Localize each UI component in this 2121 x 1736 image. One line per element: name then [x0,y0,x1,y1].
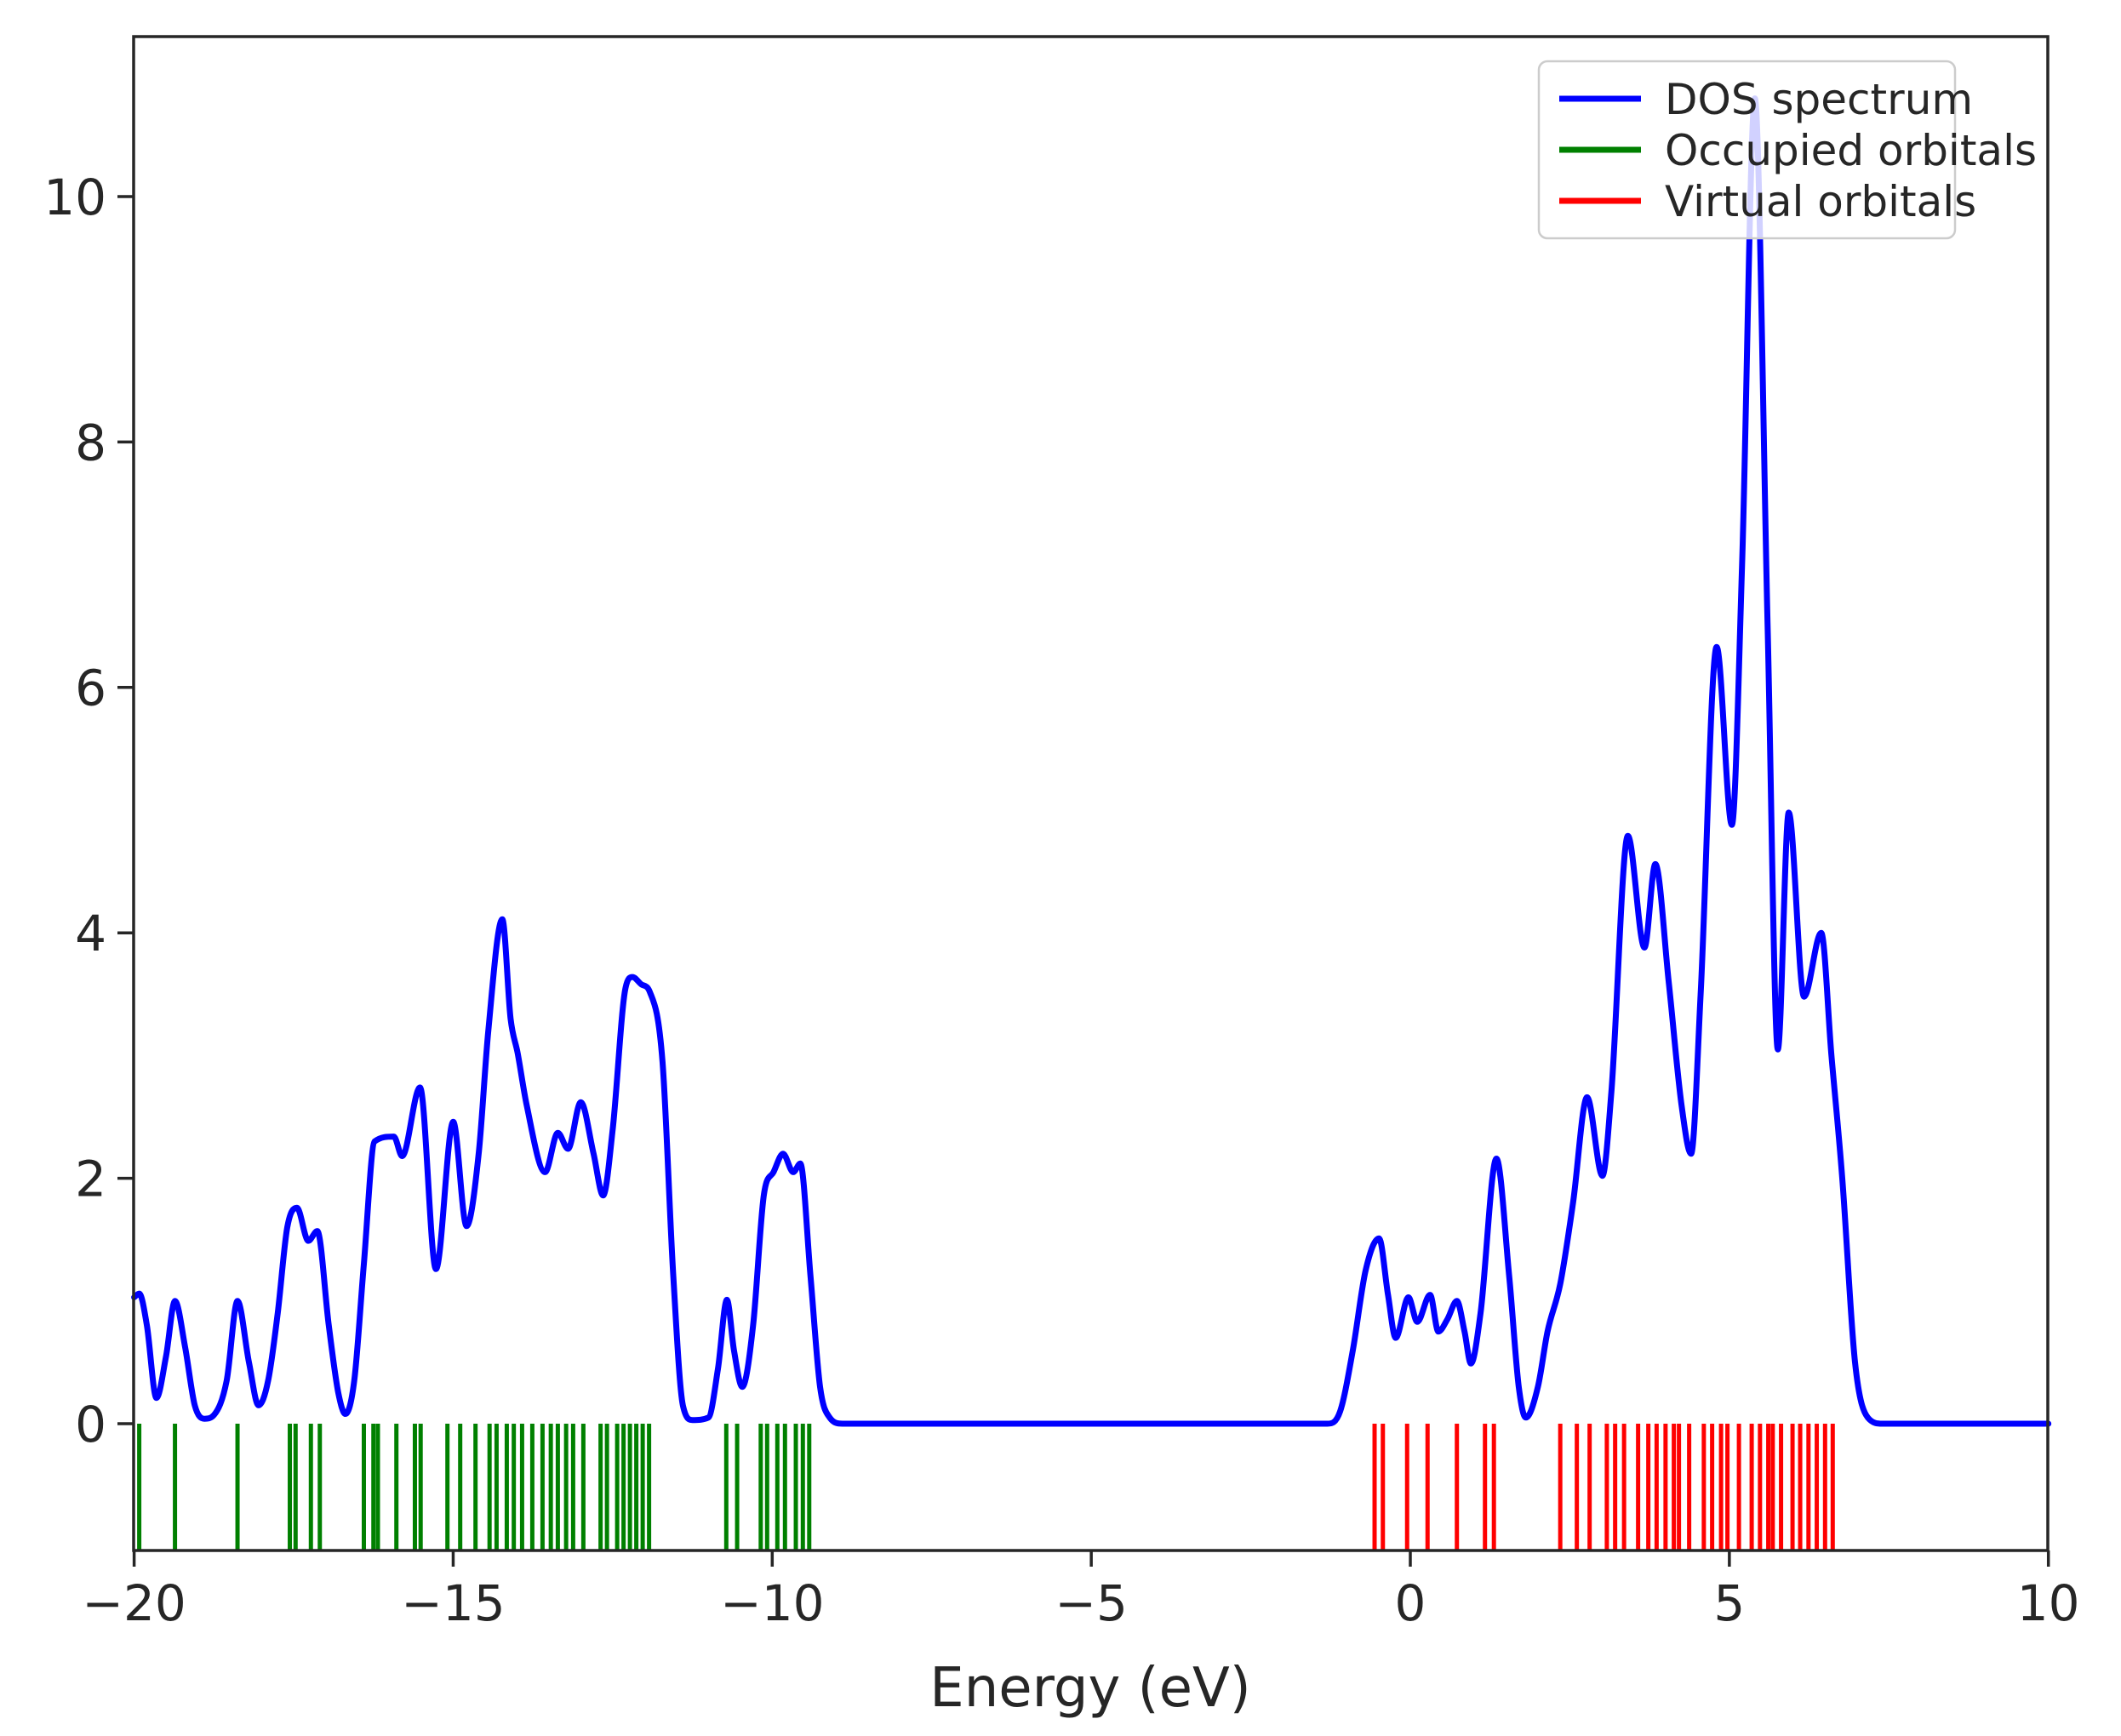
y-tick-label: 4 [75,905,106,962]
y-tick-label: 2 [75,1150,106,1208]
y-tick-label: 8 [75,414,106,471]
x-tick-label: −10 [720,1574,824,1632]
y-axis: 0 2 4 6 8 10 [43,168,134,1453]
x-tick-label: 0 [1395,1574,1426,1632]
virtual-orbital-ticks [1372,1424,1835,1551]
y-tick-label: 10 [43,168,106,226]
legend-box [1537,60,1957,240]
y-tick-label: 6 [75,660,106,717]
x-tick-label: −5 [1055,1574,1128,1632]
x-tick-label: 10 [2017,1574,2080,1632]
legend-label: Occupied orbitals [1665,126,2037,175]
occupied-orbital-ticks [137,1424,812,1551]
x-tick-label: 5 [1713,1574,1745,1632]
x-axis: −20 −15 −10 −5 0 5 10 [82,1550,2080,1632]
x-tick-label: −15 [401,1574,505,1632]
y-tick-label: 0 [75,1396,106,1453]
x-axis-label: Energy (eV) [929,1657,1251,1720]
dos-curve [131,95,2052,1427]
x-tick-label: −20 [82,1574,186,1632]
legend-label: DOS spectrum [1665,75,1973,124]
legend-label: Virtual orbitals [1665,177,1976,226]
